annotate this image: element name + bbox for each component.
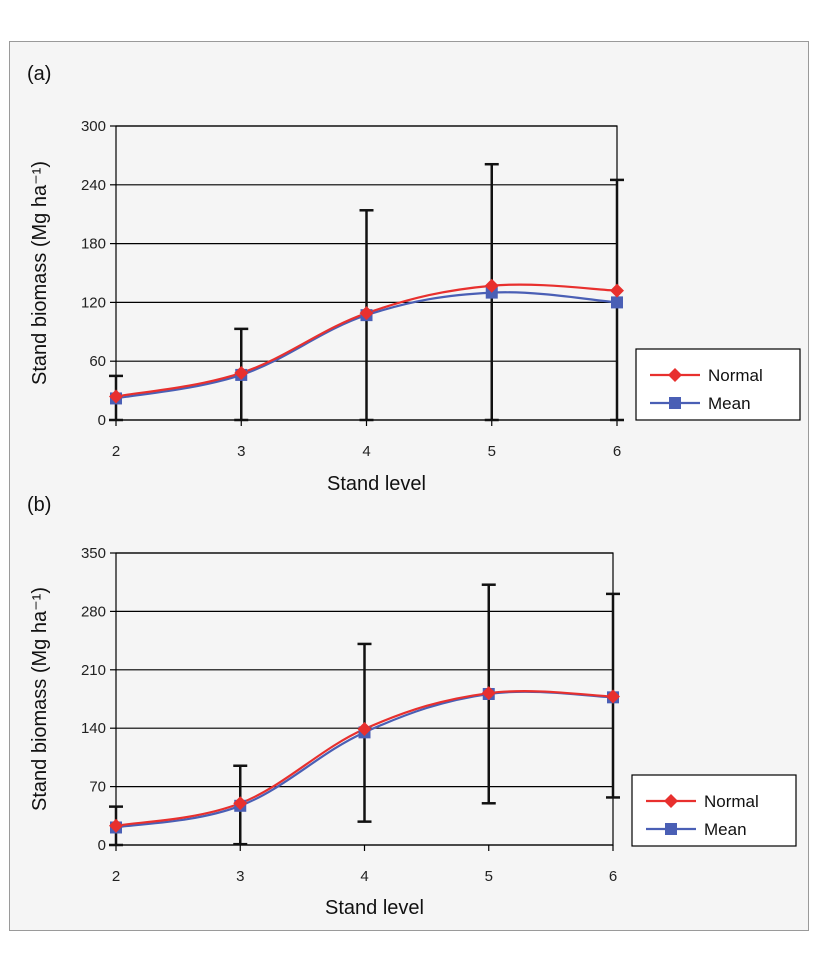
series-point-normal bbox=[484, 278, 499, 293]
panel-label: (a) bbox=[27, 63, 51, 85]
y-tick-label: 60 bbox=[89, 353, 106, 370]
y-tick-label: 210 bbox=[81, 662, 106, 679]
legend-swatch-marker bbox=[668, 368, 682, 382]
y-tick-label: 180 bbox=[81, 236, 106, 253]
legend-label: Mean bbox=[704, 820, 747, 839]
y-tick-label: 280 bbox=[81, 603, 106, 620]
y-tick-label: 0 bbox=[98, 837, 106, 854]
series-point-mean bbox=[611, 296, 623, 309]
series-point-normal bbox=[481, 686, 496, 701]
series-point-normal bbox=[109, 818, 123, 833]
x-tick-label: 5 bbox=[488, 443, 496, 460]
legend-label: Normal bbox=[708, 366, 763, 385]
legend-box bbox=[635, 348, 801, 421]
legend-label: Mean bbox=[708, 394, 751, 413]
y-tick-label: 120 bbox=[81, 294, 106, 311]
y-tick-label: 350 bbox=[81, 545, 106, 562]
x-tick-label: 3 bbox=[237, 443, 245, 460]
y-tick-label: 140 bbox=[81, 720, 106, 737]
chart-panel-1: (b) 0 70 140 210 280 350 2 3 4 5 6 Stand level Stand … bbox=[27, 494, 797, 919]
y-tick-label: 240 bbox=[81, 177, 106, 194]
legend-swatch-marker bbox=[669, 397, 681, 409]
legend: Normal Mean bbox=[631, 774, 797, 847]
series-point-normal bbox=[610, 283, 624, 298]
series-point-normal bbox=[233, 796, 248, 811]
panel-label: (b) bbox=[27, 494, 51, 516]
x-axis-title: Stand level bbox=[325, 897, 424, 919]
legend-swatch-marker bbox=[664, 794, 678, 808]
x-tick-label: 5 bbox=[485, 868, 493, 885]
series-point-normal bbox=[109, 389, 123, 404]
y-tick-label: 300 bbox=[81, 118, 106, 135]
legend-swatch-marker bbox=[665, 823, 677, 835]
x-tick-label: 2 bbox=[112, 868, 120, 885]
x-tick-label: 4 bbox=[360, 868, 368, 885]
chart-panel-0: (a) 0 60 120 180 240 300 2 3 4 5 6 Stand level Stand … bbox=[27, 63, 801, 495]
y-axis-title: Stand biomass (Mg ha⁻¹) bbox=[29, 587, 51, 811]
x-axis-title: Stand level bbox=[327, 473, 426, 495]
series-point-normal bbox=[606, 689, 620, 704]
y-tick-label: 0 bbox=[98, 412, 106, 429]
y-axis-title: Stand biomass (Mg ha⁻¹) bbox=[29, 161, 51, 385]
y-tick-label: 70 bbox=[89, 779, 106, 796]
x-tick-label: 4 bbox=[362, 443, 370, 460]
series-point-normal bbox=[357, 722, 372, 737]
legend-label: Normal bbox=[704, 792, 759, 811]
x-tick-label: 6 bbox=[613, 443, 621, 460]
legend-box bbox=[631, 774, 797, 847]
x-tick-label: 2 bbox=[112, 443, 120, 460]
legend: Normal Mean bbox=[635, 348, 801, 421]
x-tick-label: 3 bbox=[236, 868, 244, 885]
series-point-normal bbox=[234, 365, 249, 380]
series-point-normal bbox=[359, 306, 374, 321]
x-tick-label: 6 bbox=[609, 868, 617, 885]
